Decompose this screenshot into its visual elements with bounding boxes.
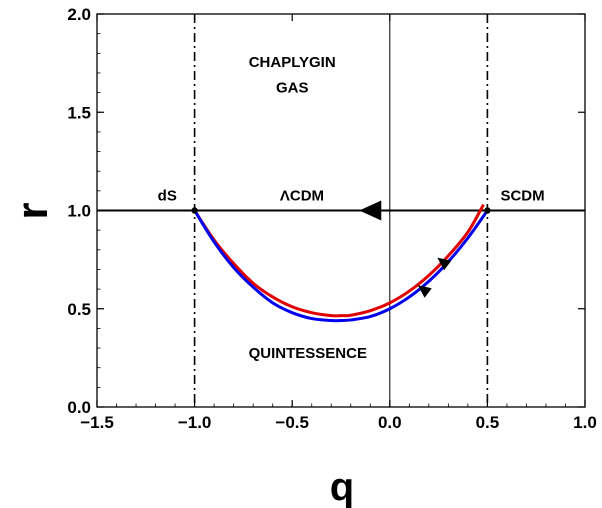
y-tick-label: 0.5 bbox=[67, 300, 91, 319]
annotation-lcdm: ΛCDM bbox=[280, 188, 324, 205]
direction-arrow-1 bbox=[437, 257, 452, 271]
x-tick-label: 0.5 bbox=[476, 413, 500, 432]
point-marker-1 bbox=[484, 207, 491, 214]
y-axis-title: r bbox=[8, 202, 57, 219]
x-tick-label: −0.5 bbox=[275, 413, 309, 432]
annotation-chaplygin2: GAS bbox=[276, 80, 309, 97]
y-tick-label: 1.0 bbox=[67, 202, 91, 221]
y-tick-label: 2.0 bbox=[67, 5, 91, 24]
x-axis-title: q bbox=[330, 465, 354, 508]
y-tick-label: 0.0 bbox=[67, 398, 91, 417]
x-tick-label: 0.0 bbox=[378, 413, 402, 432]
annotation-scdm: SCDM bbox=[500, 188, 544, 205]
annotation-quintessence: QUINTESSENCE bbox=[249, 345, 367, 362]
direction-arrow-2 bbox=[417, 285, 432, 298]
x-tick-label: −1.5 bbox=[80, 413, 114, 432]
annotation-chaplygin1: CHAPLYGIN bbox=[249, 54, 336, 71]
series-line-0 bbox=[193, 203, 485, 318]
y-tick-label: 1.5 bbox=[67, 103, 91, 122]
tick-group: −1.5 −1.0 −0.5 0.0 0.5 1.0 0.0 0.5 1.0 1.5 2.0 bbox=[67, 5, 596, 432]
point-marker-0 bbox=[191, 207, 198, 214]
direction-arrow-0 bbox=[359, 200, 382, 221]
annotation-ds: dS bbox=[158, 188, 177, 205]
x-tick-label: 1.0 bbox=[573, 413, 597, 432]
annotation-group: CHAPLYGIN GAS QUINTESSENCE dS ΛCDM SCDM bbox=[158, 54, 545, 362]
series-group bbox=[193, 203, 489, 323]
x-tick-label: −1.0 bbox=[178, 413, 212, 432]
series-line-1 bbox=[193, 209, 489, 323]
marker-group bbox=[191, 200, 491, 298]
